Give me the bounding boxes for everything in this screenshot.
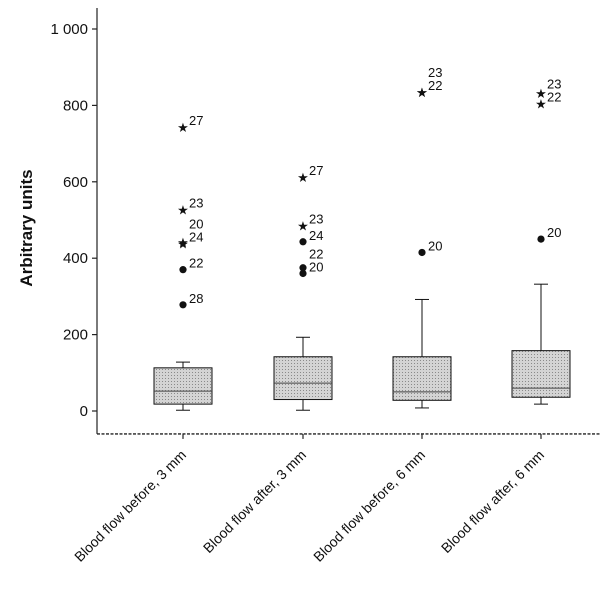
box-iqr (511, 350, 571, 398)
outlier-star: ★ (535, 97, 547, 112)
y-tick-label: 800 (63, 97, 88, 114)
y-tick-label: 1 000 (50, 21, 88, 38)
outlier-circle (299, 238, 307, 246)
outlier-label: 20 (547, 225, 561, 240)
y-tick-label: 600 (63, 174, 88, 191)
outlier-label: 27 (189, 113, 203, 128)
outlier-label: 24 (309, 228, 323, 243)
outlier-label: 23 (309, 212, 323, 227)
outliers: 2822★24★20★23★27202224★23★2720★22★2320★2… (177, 65, 561, 309)
outlier-star: ★ (297, 171, 309, 186)
outlier-label: 22 (428, 78, 442, 93)
y-axis: 0 200 400 600 800 1 000 (50, 8, 98, 434)
outlier-label: 22 (309, 246, 323, 261)
outlier-star: ★ (416, 86, 428, 101)
outlier-star: ★ (177, 236, 189, 251)
box-iqr (273, 356, 333, 401)
outlier-label: 23 (428, 65, 442, 80)
x-axis: Blood flow before, 3 mm Blood flow after,… (71, 433, 600, 565)
outlier-label: 27 (309, 163, 323, 178)
boxes (153, 283, 571, 411)
outlier-circle (418, 248, 426, 257)
outlier-circle (537, 235, 545, 243)
y-tick-label: 400 (63, 250, 88, 267)
outlier-label: 22 (189, 256, 203, 271)
outlier-star: ★ (416, 86, 428, 101)
outlier-star: ★ (297, 220, 309, 235)
outlier-star: ★ (177, 238, 189, 253)
outlier-label: 28 (189, 291, 203, 306)
y-tick-label: 0 (80, 403, 88, 420)
x-category-label: Blood flow before, 6 mm (310, 447, 428, 565)
outlier-star: ★ (177, 121, 189, 136)
outlier-label: 22 (547, 89, 561, 104)
outlier-circle (299, 264, 307, 272)
outlier-circle (179, 301, 187, 309)
x-category-label: Blood flow before, 3 mm (71, 447, 189, 565)
outlier-label: 20 (189, 217, 203, 232)
outlier-label: 20 (428, 238, 442, 253)
x-category-label: Blood flow after, 6 mm (438, 447, 547, 556)
y-tick-label: 200 (63, 327, 88, 344)
outlier-star: ★ (177, 204, 189, 219)
y-axis-label: Arbitrary units (17, 169, 36, 286)
outlier-circle (179, 266, 187, 274)
outlier-label: 20 (309, 259, 323, 274)
x-category-label: Blood flow after, 3 mm (200, 447, 309, 556)
outlier-label: 24 (189, 230, 203, 245)
outlier-circle (299, 269, 307, 278)
outlier-star: ★ (535, 87, 547, 102)
box-iqr (392, 356, 452, 401)
outlier-label: 23 (547, 76, 561, 91)
outlier-label: 23 (189, 196, 203, 211)
box-iqr (153, 367, 213, 405)
